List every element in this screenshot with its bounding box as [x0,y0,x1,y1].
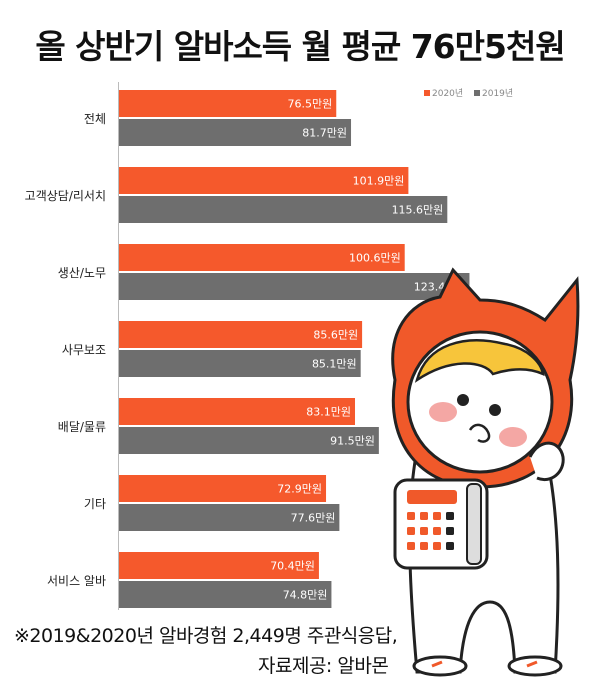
mascot-illustration [391,267,580,677]
data-label: 81.7만원 [302,127,347,140]
bar-2020 [119,552,319,579]
data-label: 77.6만원 [291,512,336,525]
calculator-key [407,542,415,550]
calculator-key [446,527,454,535]
calculator-key [420,542,428,550]
bar-2019 [119,427,379,454]
bar-2019 [119,350,361,377]
category-label: 서비스 알바 [47,574,106,588]
category-label: 사무보조 [62,343,106,357]
bar-2019 [119,504,340,531]
data-label: 76.5만원 [288,98,333,111]
bar-2019 [119,273,470,300]
calculator-key [446,512,454,520]
calculator-keys [407,512,454,550]
data-label: 115.6만원 [392,204,444,217]
category-label: 생산/노무 [58,266,106,280]
category-label: 배달/물류 [58,420,106,434]
bar-2019 [119,196,448,223]
legend: 2020년 2019년 [424,88,513,99]
bar-2020 [119,398,356,425]
category-label: 기타 [84,497,106,511]
data-label: 91.5만원 [330,435,375,448]
calculator-key [433,527,441,535]
bar-2020 [119,244,405,271]
data-label: 74.8만원 [283,589,328,602]
bar-2020 [119,475,327,502]
legend-swatch [474,90,480,96]
calculator-key [433,512,441,520]
bar-2020 [119,321,363,348]
data-label: 101.9만원 [353,175,405,188]
category-label: 전체 [84,112,106,126]
data-label: 70.4만원 [270,560,315,573]
data-label: 100.6만원 [349,252,401,265]
bar-2020 [119,90,337,117]
data-label: 85.1만원 [312,358,357,371]
calculator-key [433,542,441,550]
calculator-key [420,512,428,520]
data-label: 72.9만원 [277,483,322,496]
calculator-key [420,527,428,535]
footnote-provider: 자료제공: 알바몬 [258,655,389,677]
bar-2019 [119,119,352,146]
data-label: 83.1만원 [306,406,351,419]
category-label: 고객상담/리서치 [25,189,106,203]
calculator-key [407,527,415,535]
calculator-key [446,542,454,550]
footnote-source: ※2019&2020년 알바경험 2,449명 주관식응답, [14,625,398,647]
calculator-key [407,512,415,520]
bar-2019 [119,581,332,608]
legend-label: 2020년 [432,88,463,99]
legend-swatch [424,90,430,96]
legend-label: 2019년 [482,88,513,99]
bar-2020 [119,167,409,194]
data-label: 85.6만원 [313,329,358,342]
chart-title: 올 상반기 알바소득 월 평균 76만5천원 [35,27,565,66]
